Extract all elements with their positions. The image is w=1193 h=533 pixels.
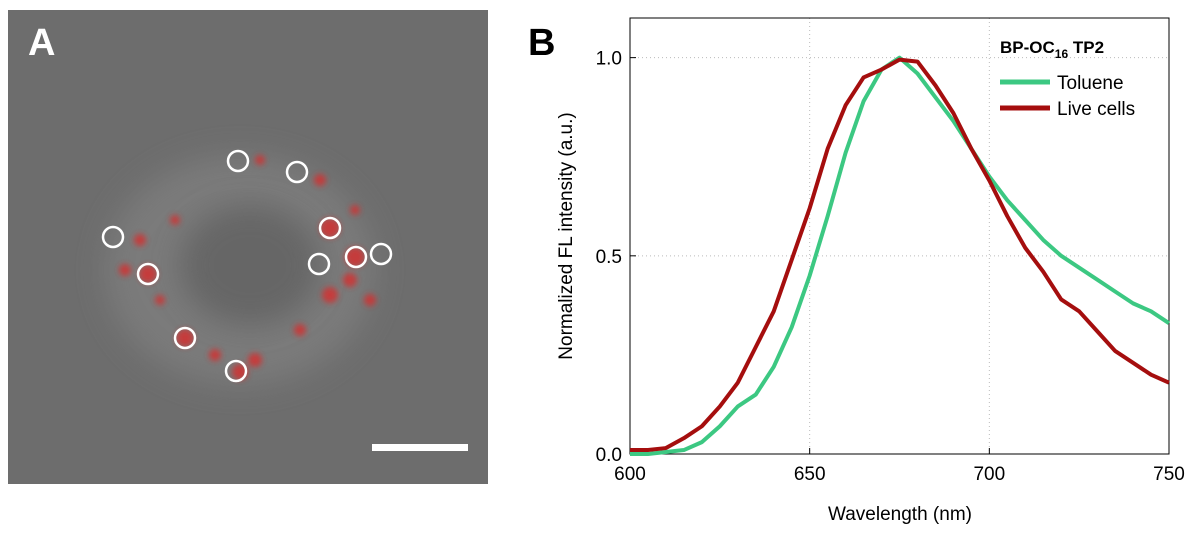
x-tick-label: 650 xyxy=(794,464,826,485)
plot: 600 650 700 750 0.0 0.5 1.0 xyxy=(596,17,1185,485)
legend-title-part: BP-OC xyxy=(1000,38,1055,57)
legend-label: Toluene xyxy=(1057,73,1124,94)
y-axis-label: Normalized FL intensity (a.u.) xyxy=(556,112,577,359)
panel-label: A xyxy=(28,22,55,64)
legend-title-sub: 16 xyxy=(1055,47,1069,61)
x-tick-label: 750 xyxy=(1153,464,1185,485)
x-tick-label: 600 xyxy=(614,464,646,485)
x-axis-label: Wavelength (nm) xyxy=(828,504,972,525)
legend-label: Live cells xyxy=(1057,99,1135,120)
legend-title: BP-OC16 TP2 xyxy=(1000,38,1104,61)
x-tick-label: 700 xyxy=(973,464,1005,485)
legend-title-part: TP2 xyxy=(1068,38,1104,57)
micrograph: A xyxy=(8,10,488,484)
y-tick-label: 0.0 xyxy=(596,445,622,466)
plot-frame xyxy=(629,17,1170,455)
y-tick-label: 1.0 xyxy=(596,49,622,70)
series-line xyxy=(630,57,1170,453)
y-tick-label: 0.5 xyxy=(596,247,622,268)
panel-label: B xyxy=(528,22,555,64)
